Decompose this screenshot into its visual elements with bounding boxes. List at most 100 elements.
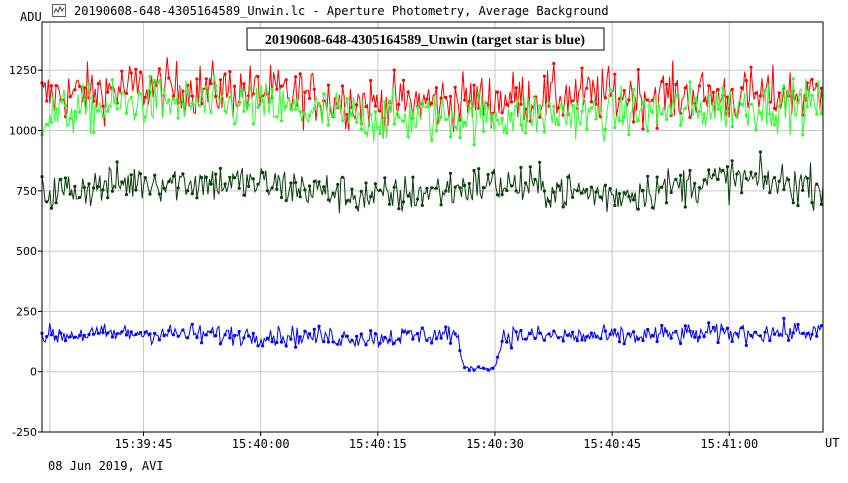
data-point — [683, 86, 687, 90]
data-point — [401, 200, 406, 204]
data-point — [463, 183, 467, 188]
data-point — [585, 127, 589, 131]
data-point — [627, 195, 631, 199]
data-point — [416, 105, 420, 109]
data-point — [284, 104, 288, 108]
data-point — [143, 95, 147, 99]
data-point — [420, 203, 424, 207]
data-point — [49, 120, 54, 124]
data-point — [787, 90, 791, 94]
data-point — [660, 112, 664, 116]
data-point — [782, 84, 786, 88]
data-point — [749, 102, 753, 106]
data-point — [143, 176, 147, 180]
data-point — [430, 186, 434, 190]
series-comp_lightgreen — [40, 74, 824, 147]
data-point — [538, 115, 542, 119]
data-point — [96, 109, 100, 113]
series-comp_red — [40, 57, 824, 140]
data-point — [148, 74, 152, 78]
data-point — [463, 120, 467, 125]
data-point — [373, 332, 377, 336]
data-point — [571, 330, 575, 334]
data-point — [303, 329, 307, 333]
data-point — [632, 120, 636, 124]
data-point — [237, 186, 241, 190]
data-point — [660, 185, 664, 189]
x-tick-label: 15:40:45 — [583, 437, 641, 451]
data-point — [735, 115, 739, 119]
x-axis-label: UT — [825, 436, 839, 450]
data-point — [153, 78, 157, 83]
data-point — [265, 189, 269, 193]
data-point — [275, 87, 279, 91]
data-point — [326, 83, 330, 87]
data-point — [434, 337, 438, 341]
data-point — [275, 115, 279, 119]
data-point — [486, 105, 490, 109]
data-point — [782, 316, 786, 320]
data-point — [641, 339, 645, 343]
data-point — [251, 177, 255, 181]
date-label: 08 Jun 2019, AVI — [48, 459, 164, 473]
y-tick-label: 500 — [16, 245, 37, 258]
data-point — [218, 166, 222, 170]
data-point — [768, 191, 772, 195]
data-point — [528, 165, 532, 169]
data-point — [45, 122, 49, 126]
data-point — [655, 339, 659, 344]
data-point — [434, 129, 438, 133]
data-point — [270, 186, 274, 190]
data-point — [369, 112, 373, 116]
data-point — [228, 175, 232, 179]
data-point — [608, 88, 612, 92]
data-point — [439, 203, 443, 207]
data-point — [453, 185, 457, 189]
data-point — [369, 195, 373, 199]
data-point — [87, 82, 91, 86]
data-point — [143, 115, 147, 119]
data-point — [134, 332, 138, 337]
data-point — [585, 86, 589, 90]
data-point — [171, 94, 176, 98]
data-point — [697, 84, 702, 88]
data-point — [204, 77, 208, 81]
data-point — [275, 187, 279, 191]
data-point — [711, 90, 716, 94]
data-point — [186, 336, 190, 340]
data-point — [702, 99, 706, 103]
data-point — [439, 115, 443, 119]
data-point — [401, 78, 406, 82]
data-point — [791, 201, 795, 205]
data-point — [491, 113, 495, 117]
data-point — [448, 341, 453, 345]
data-point — [120, 180, 124, 184]
data-point — [82, 98, 86, 102]
data-point — [552, 61, 556, 66]
data-point — [707, 168, 711, 172]
data-point — [467, 368, 471, 372]
data-point — [603, 96, 608, 100]
data-point — [664, 82, 669, 86]
data-point — [181, 172, 185, 176]
data-point — [613, 328, 617, 332]
data-point — [430, 101, 434, 105]
data-point — [78, 195, 82, 200]
data-point — [134, 67, 138, 71]
data-point — [603, 329, 608, 333]
data-point — [425, 97, 429, 101]
data-point — [622, 89, 626, 93]
data-point — [355, 334, 359, 338]
data-point — [472, 368, 476, 372]
data-point — [106, 196, 110, 200]
data-point — [59, 177, 63, 181]
data-point — [355, 205, 359, 209]
data-point — [425, 186, 429, 190]
data-point — [45, 200, 49, 204]
data-point — [106, 90, 110, 94]
data-point — [735, 332, 739, 336]
data-point — [477, 91, 481, 95]
data-point — [810, 332, 814, 336]
data-point — [580, 191, 584, 195]
data-point — [801, 331, 805, 335]
